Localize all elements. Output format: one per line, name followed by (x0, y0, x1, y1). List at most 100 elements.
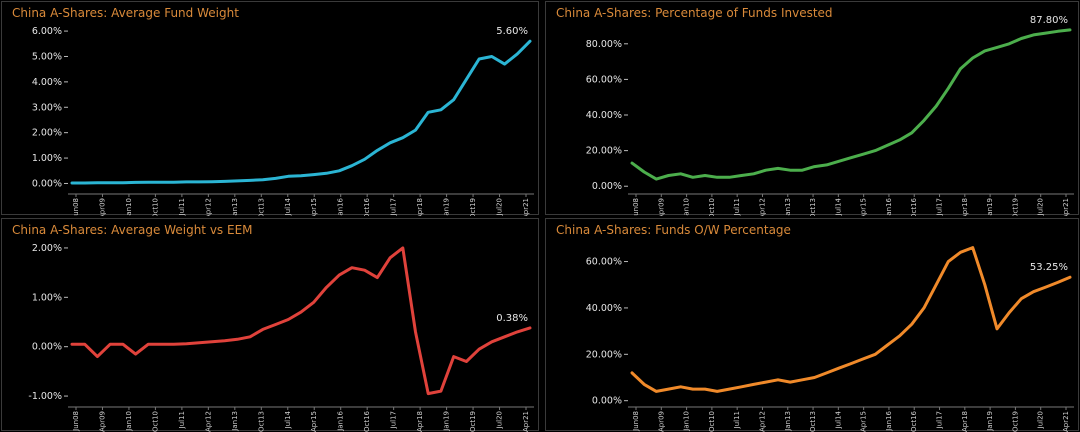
x-tick-label: Jul17 (390, 411, 398, 429)
chart-title: China A-Shares: Funds O/W Percentage (556, 223, 791, 237)
x-tick-label: Jan13 (231, 198, 239, 216)
x-tick-label: Jul20 (496, 198, 504, 216)
chart-average-fund-weight: 0.00% 1.00% 2.00% 3.00% 4.00% 5.00% 6.00% Jun08… (32, 26, 534, 216)
y-tick-label: 6.00% (32, 26, 62, 37)
y-tick-label: 5.00% (32, 51, 62, 62)
y-tick-label: 60.00% (586, 257, 622, 268)
x-tick-label: Jan19 (443, 198, 451, 216)
x-tick-label: Apr12 (204, 198, 212, 216)
x-tick-label: Jan10 (683, 411, 691, 432)
x-tick-label: Jan13 (231, 411, 239, 432)
x-tick-label: Apr09 (657, 411, 665, 432)
x-tick-label: Apr09 (98, 411, 106, 432)
x-tick-label: Jun08 (632, 198, 640, 216)
x-tick-label: Oct13 (257, 411, 265, 432)
end-value-label: 5.60% (496, 26, 528, 37)
x-tick-label: Oct13 (257, 198, 265, 216)
x-tick-label: Oct13 (809, 198, 817, 216)
x-tick-label: Jan13 (784, 198, 792, 216)
x-tick-label: Apr21 (1062, 411, 1070, 432)
x-tick-label: Jul14 (834, 410, 842, 429)
y-tick-label: 40.00% (586, 303, 622, 314)
series-line (70, 246, 532, 396)
x-tick-label: Apr21 (522, 198, 530, 216)
x-tick-label: Apr18 (416, 411, 424, 432)
x-tick-label: Jan19 (986, 198, 994, 216)
y-tick-label: 1.00% (32, 153, 62, 164)
y-tick-label: 2.00% (32, 128, 62, 139)
x-tick-label: Oct10 (151, 411, 159, 432)
y-tick-label: 20.00% (586, 146, 622, 157)
y-tick-label: 80.00% (586, 39, 622, 50)
x-tick-label: Apr18 (416, 198, 424, 216)
y-tick-label: 40.00% (586, 110, 622, 121)
x-tick-label: Apr15 (860, 411, 868, 432)
x-tick-label: Apr12 (204, 411, 212, 432)
x-tick-label: Jan19 (443, 411, 451, 432)
x-tick-label: Apr18 (961, 411, 969, 432)
chart-funds-ow-percentage: 0.00% 20.00% 40.00% 60.00% Jun08 Apr09 Jan10 Oc… (586, 246, 1074, 432)
chart-title: China A-Shares: Percentage of Funds Inve… (556, 6, 833, 20)
panel-funds-ow-percentage: China A-Shares: Funds O/W Percentage 0.0… (545, 218, 1079, 432)
y-tick-label: 20.00% (586, 349, 622, 360)
x-tick-label: Oct19 (469, 198, 477, 216)
x-tick-label: Jan10 (683, 198, 691, 216)
x-tick-label: Apr21 (1062, 198, 1070, 216)
y-tick-label: 60.00% (586, 74, 622, 85)
x-tick-label: Oct10 (151, 198, 159, 216)
y-tick-label: 3.00% (32, 102, 62, 113)
x-tick-label: Oct16 (363, 410, 371, 432)
y-tick-label: 0.00% (592, 396, 622, 407)
x-tick-label: Oct19 (1011, 198, 1019, 216)
panel-percentage-funds-invested: China A-Shares: Percentage of Funds Inve… (545, 1, 1079, 216)
end-value-label: 87.80% (1030, 15, 1068, 26)
x-tick-label: Jan16 (337, 410, 345, 431)
x-tick-label: Jul11 (733, 198, 741, 216)
x-tick-label: Jan10 (125, 411, 133, 432)
y-tick-label: 2.00% (32, 243, 62, 254)
x-tick-label: Jan16 (885, 197, 893, 216)
x-tick-label: Apr09 (657, 198, 665, 216)
x-tick-label: Oct19 (1011, 411, 1019, 432)
x-tick-label: Apr12 (758, 411, 766, 432)
x-tick-label: Jul20 (1037, 411, 1045, 429)
series-line (70, 39, 532, 185)
x-tick-label: Jan19 (986, 411, 994, 432)
x-tick-label: Jul14 (284, 410, 292, 429)
x-tick-label: Jun08 (632, 411, 640, 432)
x-tick-label: Oct10 (708, 198, 716, 216)
y-tick-label: 4.00% (32, 77, 62, 88)
x-tick-label: Oct13 (809, 411, 817, 432)
x-tick-label: Oct16 (910, 410, 918, 432)
y-tick-label: 0.00% (32, 178, 62, 189)
x-tick-label: Jul20 (496, 411, 504, 429)
x-tick-label: Apr15 (860, 198, 868, 216)
x-tick-label: Jun08 (72, 411, 80, 432)
series-line (630, 28, 1072, 181)
chart-title: China A-Shares: Average Fund Weight (12, 6, 239, 20)
x-tick-label: Jul17 (936, 411, 944, 429)
x-tick-label: Oct19 (469, 411, 477, 432)
x-tick-label: Jul11 (178, 198, 186, 216)
x-tick-label: Oct16 (910, 197, 918, 216)
x-tick-label: Apr15 (310, 198, 318, 216)
x-tick-label: Jul14 (284, 197, 292, 216)
x-tick-label: Jul11 (178, 411, 186, 429)
chart-average-weight-vs-eem: -1.00% 0.00% 1.00% 2.00% Jun08 Apr09 Jan10 Oct1… (28, 243, 534, 432)
x-tick-label: Jul20 (1037, 198, 1045, 216)
x-tick-label: Jan10 (125, 198, 133, 216)
x-tick-label: Jul17 (390, 198, 398, 216)
y-tick-label: 0.00% (592, 181, 622, 192)
x-tick-label: Apr09 (98, 198, 106, 216)
x-tick-label: Oct16 (363, 197, 371, 216)
x-tick-label: Jun08 (72, 198, 80, 216)
end-value-label: 53.25% (1030, 262, 1068, 273)
chart-title: China A-Shares: Average Weight vs EEM (12, 223, 253, 237)
panel-average-fund-weight: China A-Shares: Average Fund Weight 0.00… (1, 1, 539, 216)
y-tick-label: -1.00% (28, 391, 62, 402)
end-value-label: 0.38% (496, 313, 528, 324)
x-tick-label: Jul14 (834, 197, 842, 216)
y-tick-label: 0.00% (32, 342, 62, 353)
x-tick-label: Jul17 (936, 198, 944, 216)
x-tick-label: Apr21 (522, 411, 530, 432)
